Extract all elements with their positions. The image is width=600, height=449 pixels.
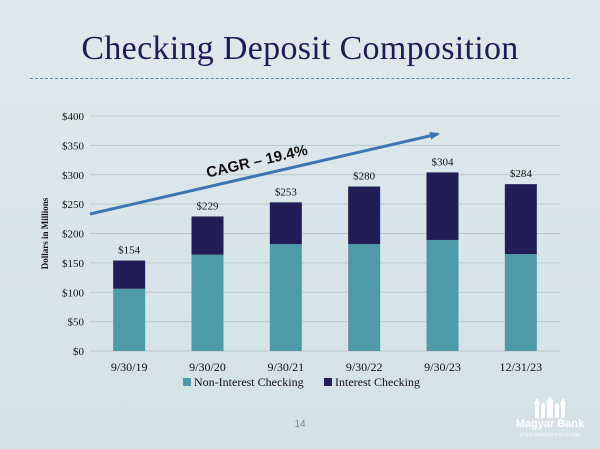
legend: Non-Interest Checking Interest Checking <box>183 375 420 389</box>
x-tick-label: 9/30/20 <box>189 360 226 374</box>
castle-icon <box>534 396 566 418</box>
x-tick-label: 9/30/23 <box>424 360 461 374</box>
x-tick-label: 9/30/21 <box>267 360 304 374</box>
bar-interest <box>348 186 381 245</box>
bank-logo: Magyar Bank Simply Magnificent Since 192… <box>510 396 590 444</box>
total-label: $229 <box>197 200 220 212</box>
y-axis-label: Dollars in Millions <box>40 197 50 269</box>
y-tick-label: $400 <box>62 111 85 123</box>
y-tick-label: $300 <box>62 170 85 182</box>
bar-interest <box>191 216 224 255</box>
y-tick-label: $0 <box>73 346 85 358</box>
total-label: $154 <box>118 245 141 257</box>
logo-tagline: Simply Magnificent Since 1922 <box>519 432 581 437</box>
total-label: $280 <box>353 171 376 183</box>
grid-lines <box>90 115 560 352</box>
total-label: $284 <box>510 168 533 180</box>
legend-non-interest-swatch <box>183 378 191 386</box>
page-number: 14 <box>294 419 306 430</box>
bar-non-interest <box>113 288 146 351</box>
bar-non-interest <box>504 254 537 351</box>
slide-title: Checking Deposit Composition <box>81 30 519 67</box>
data-labels: $154 $229 $253 $280 $304 $284 <box>118 156 532 256</box>
bar-non-interest <box>426 239 459 351</box>
y-tick-label: $50 <box>68 317 85 329</box>
bar-interest <box>504 184 537 255</box>
y-tick-label: $150 <box>62 258 85 270</box>
y-tick-label: $100 <box>62 287 85 299</box>
bar-interest <box>426 172 459 240</box>
legend-non-interest-label: Non-Interest Checking <box>194 375 304 389</box>
bar-non-interest <box>269 244 302 351</box>
y-tick-label: $200 <box>62 229 85 241</box>
logo-name: Magyar Bank <box>515 418 585 430</box>
bar-non-interest <box>348 244 381 351</box>
y-tick-label: $350 <box>62 140 85 152</box>
bar-interest <box>113 260 146 289</box>
bar-non-interest <box>191 254 224 351</box>
y-tick-label: $250 <box>62 199 85 211</box>
x-tick-label: 12/31/23 <box>499 360 542 374</box>
total-label: $304 <box>432 156 455 168</box>
x-tick-label: 9/30/22 <box>346 360 383 374</box>
bars <box>113 172 537 351</box>
legend-interest-swatch <box>324 378 332 386</box>
total-label: $253 <box>275 186 298 198</box>
x-tick-label: 9/30/19 <box>111 360 148 374</box>
bar-interest <box>269 202 302 245</box>
title-divider <box>30 78 570 79</box>
legend-interest-label: Interest Checking <box>335 375 420 389</box>
cagr-trend-arrow <box>89 131 440 216</box>
axes: $0 $50 $100 $150 $200 $250 $300 $350 $400 Dollars… <box>40 111 542 374</box>
